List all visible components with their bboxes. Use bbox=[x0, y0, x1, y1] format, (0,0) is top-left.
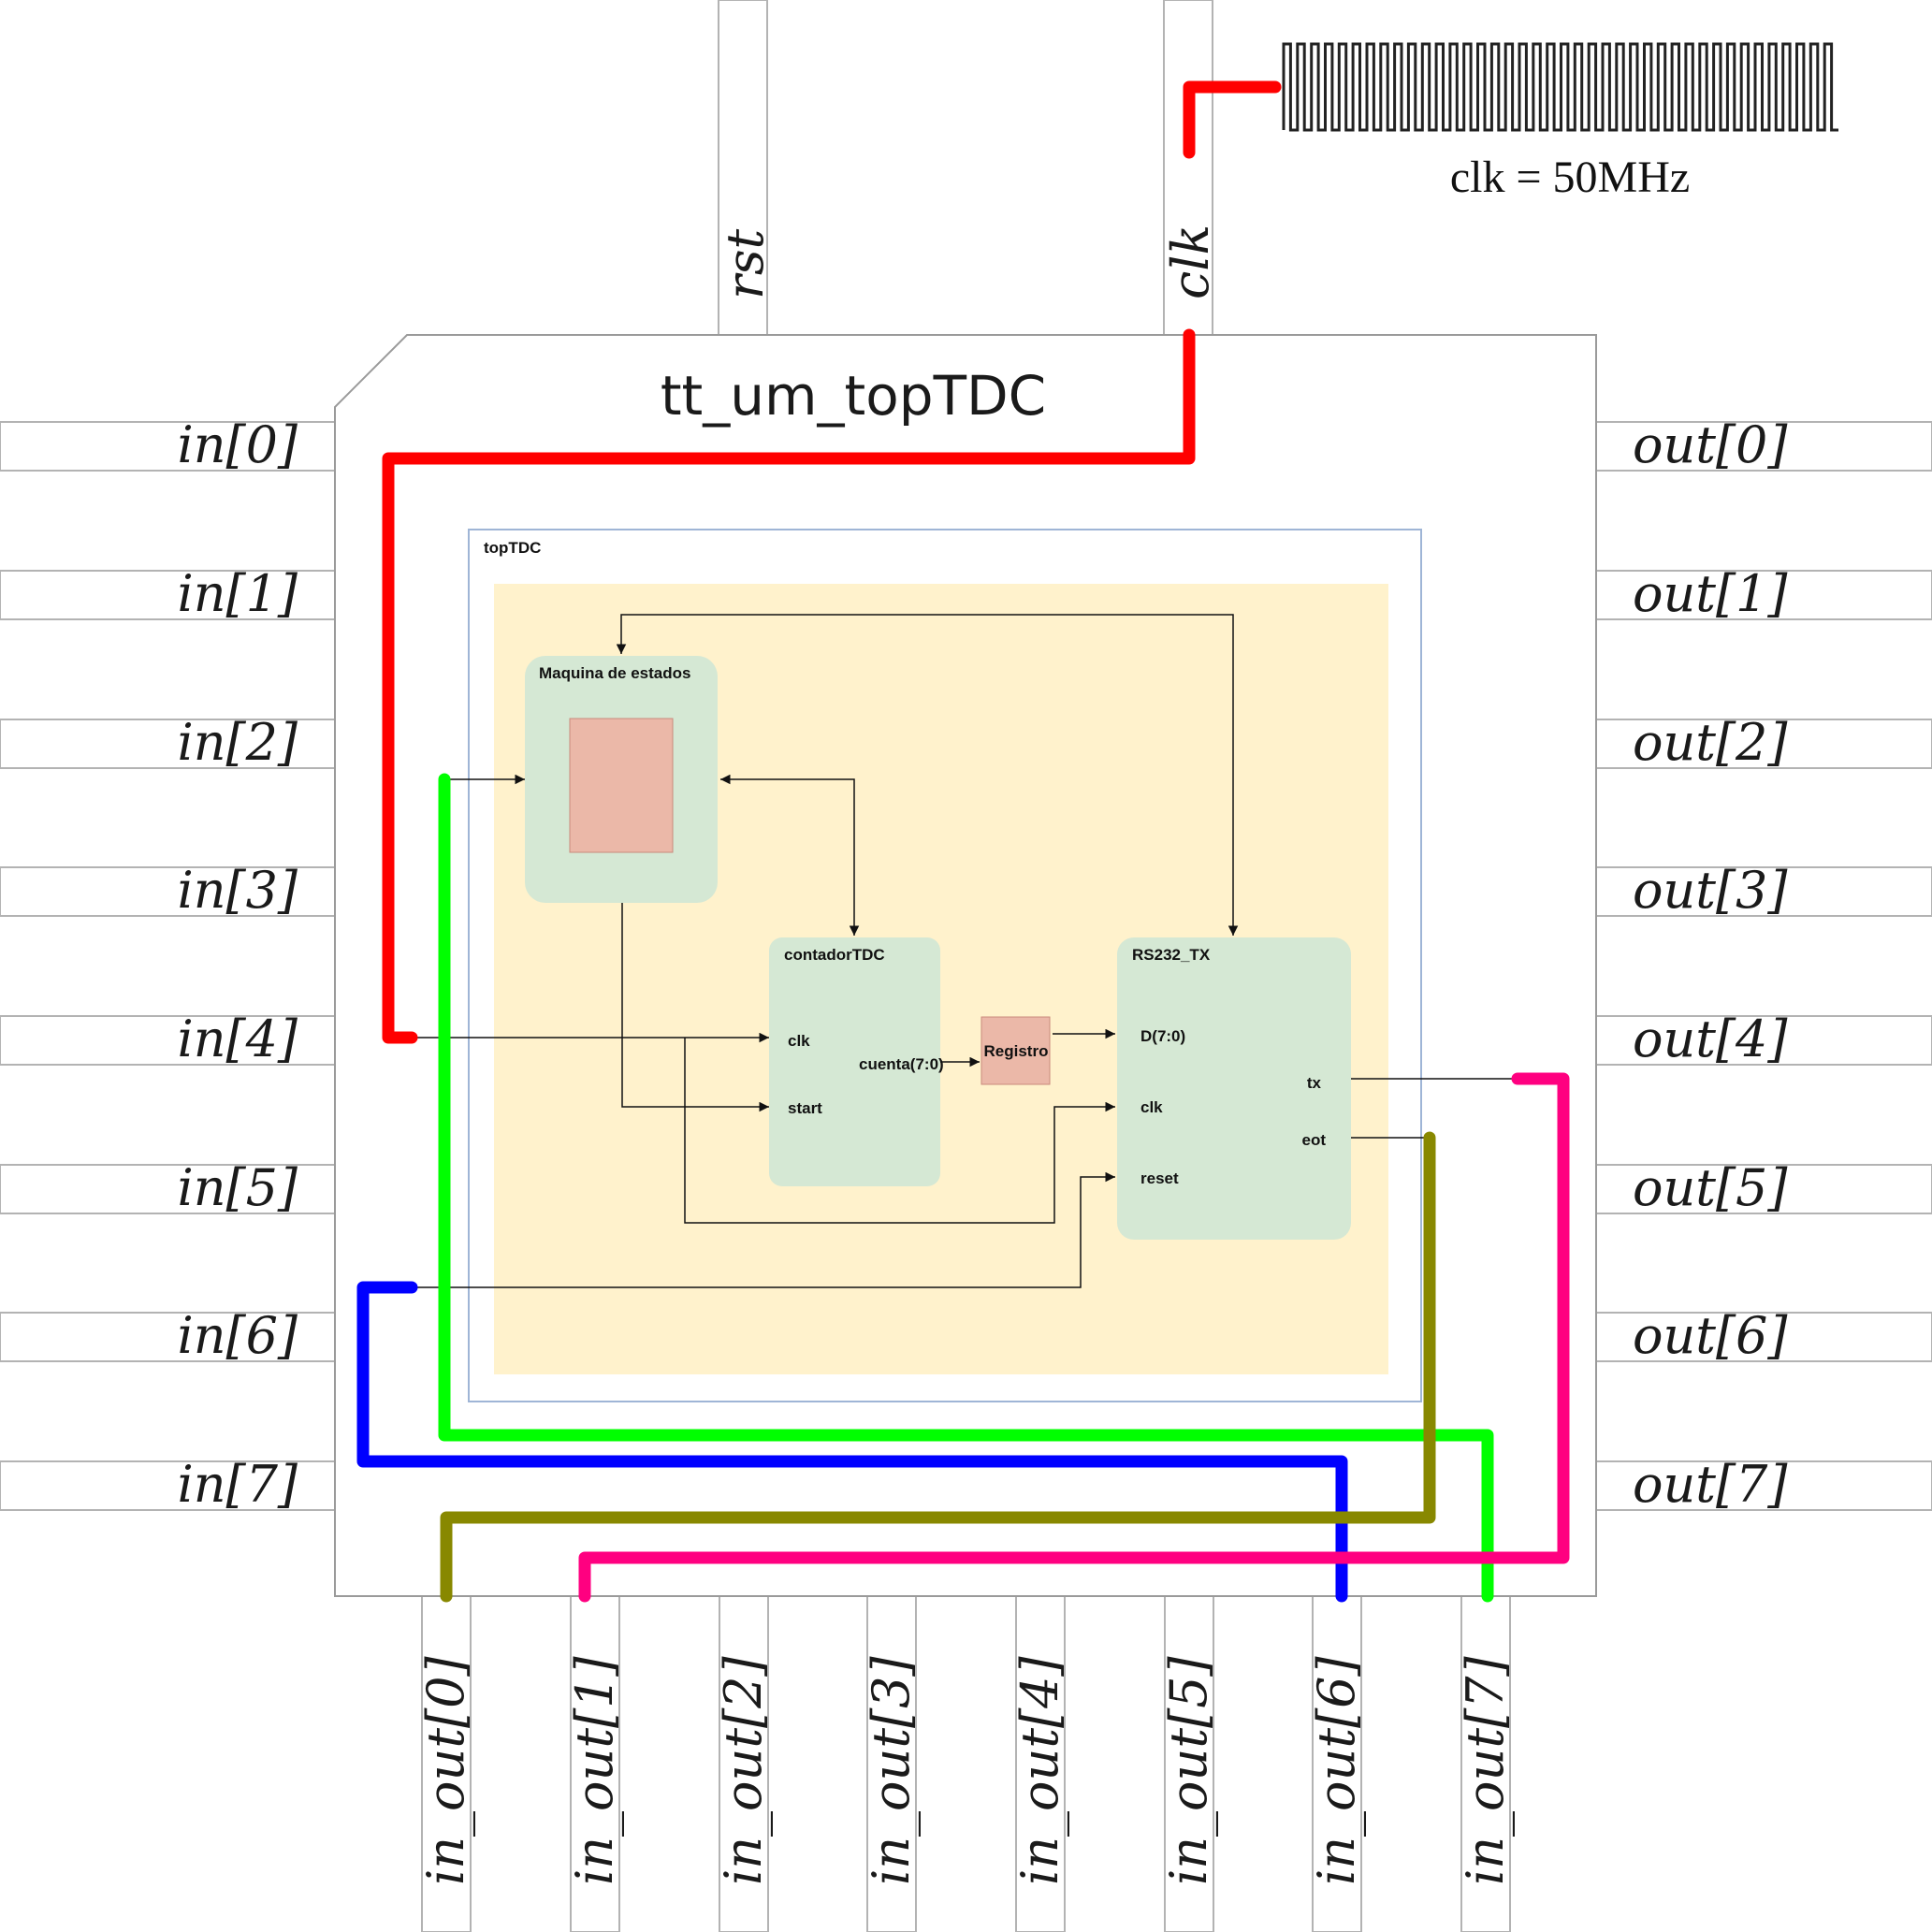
right-pins: out[0] out[1] out[2] out[3] out[4] out[5… bbox=[1595, 415, 1932, 1514]
pin-label-rst: rst bbox=[716, 228, 775, 299]
uart-port-eot: eot bbox=[1302, 1131, 1327, 1149]
pin-label-in-out-2: in_out[2] bbox=[714, 1656, 773, 1885]
pin-label-in-1: in[1] bbox=[177, 564, 298, 623]
counter-block bbox=[769, 937, 940, 1186]
pin-label-in-out-1: in_out[1] bbox=[565, 1656, 624, 1885]
internal-wires bbox=[412, 614, 1518, 1288]
left-pin-2: in[2] bbox=[0, 713, 336, 772]
register-block bbox=[981, 1016, 1051, 1085]
right-pin-4: out[4] bbox=[1595, 1010, 1932, 1068]
pin-label-out-6: out[6] bbox=[1633, 1306, 1788, 1365]
register-label: Registro bbox=[984, 1042, 1049, 1060]
right-pin-2: out[2] bbox=[1595, 713, 1932, 772]
left-pin-1: in[1] bbox=[0, 564, 336, 623]
pin-label-in-4: in[4] bbox=[177, 1010, 298, 1068]
in-out-1-wire bbox=[578, 1072, 1570, 1603]
pin-label-in-3: in[3] bbox=[177, 861, 298, 920]
pin-label-in-7: in[7] bbox=[177, 1455, 298, 1514]
pin-label-out-7: out[7] bbox=[1633, 1455, 1788, 1514]
pin-label-out-4: out[4] bbox=[1633, 1010, 1788, 1068]
pin-label-out-5: out[5] bbox=[1633, 1158, 1788, 1217]
right-pin-6: out[6] bbox=[1595, 1306, 1932, 1365]
in-out-7-wire bbox=[438, 773, 1494, 1603]
left-pin-4: in[4] bbox=[0, 1010, 336, 1068]
wire-fsm-start bbox=[621, 903, 769, 1112]
wire-clk-to-uart bbox=[684, 1038, 1115, 1224]
pin-label-out-3: out[3] bbox=[1633, 861, 1788, 920]
right-pin-0: out[0] bbox=[1595, 415, 1932, 474]
pin-label-in-0: in[0] bbox=[177, 415, 298, 474]
uart-block bbox=[1117, 937, 1351, 1240]
counter-port-start: start bbox=[788, 1099, 822, 1117]
pin-label-in-6: in[6] bbox=[177, 1306, 298, 1365]
in-out-6-wire bbox=[356, 1281, 1348, 1603]
counter-title: contadorTDC bbox=[784, 946, 885, 964]
pin-label-out-1: out[1] bbox=[1633, 564, 1788, 623]
bottom-pin-5: in_out[5] bbox=[1159, 1595, 1218, 1932]
bottom-pin-6: in_out[6] bbox=[1307, 1595, 1366, 1932]
pin-label-in-out-5: in_out[5] bbox=[1159, 1656, 1218, 1885]
top-pin-clk: clk bbox=[1161, 0, 1220, 336]
right-pin-7: out[7] bbox=[1595, 1455, 1932, 1514]
left-pin-3: in[3] bbox=[0, 861, 336, 920]
right-pin-1: out[1] bbox=[1595, 564, 1932, 623]
uart-port-tx: tx bbox=[1307, 1074, 1322, 1092]
clock-frequency-label: clk = 50MHz bbox=[1450, 153, 1690, 202]
uart-port-clk: clk bbox=[1140, 1098, 1163, 1116]
bottom-pin-2: in_out[2] bbox=[714, 1595, 773, 1932]
clk-wire-external bbox=[1183, 80, 1282, 159]
module-name: topTDC bbox=[484, 539, 541, 557]
bottom-pin-1: in_out[1] bbox=[565, 1595, 624, 1932]
pin-label-out-0: out[0] bbox=[1633, 415, 1788, 474]
wire-uart-to-fsm bbox=[616, 614, 1239, 936]
uart-title: RS232_TX bbox=[1132, 946, 1211, 964]
uart-port-reset: reset bbox=[1140, 1169, 1179, 1187]
chip-title: tt_um_topTDC bbox=[661, 364, 1046, 428]
left-pin-6: in[6] bbox=[0, 1306, 336, 1365]
counter-port-clk: clk bbox=[788, 1032, 810, 1050]
left-pin-0: in[0] bbox=[0, 415, 336, 474]
pin-label-clk: clk bbox=[1161, 225, 1220, 299]
clock-waveform bbox=[1282, 42, 1838, 132]
left-pin-7: in[7] bbox=[0, 1455, 336, 1514]
top-pin-rst: rst bbox=[716, 0, 775, 336]
uart-port-d: D(7:0) bbox=[1140, 1027, 1185, 1045]
pin-label-in-out-0: in_out[0] bbox=[416, 1656, 475, 1885]
right-pin-5: out[5] bbox=[1595, 1158, 1932, 1217]
pin-label-out-2: out[2] bbox=[1633, 713, 1788, 772]
left-pin-5: in[5] bbox=[0, 1158, 336, 1217]
pin-label-in-out-4: in_out[4] bbox=[1010, 1656, 1069, 1885]
pin-label-in-out-3: in_out[3] bbox=[862, 1656, 921, 1885]
left-pins: in[0] in[1] in[2] in[3] in[4] in[5] in[6… bbox=[0, 415, 336, 1514]
wire-reset-to-uart bbox=[412, 1171, 1115, 1288]
pin-label-in-out-7: in_out[7] bbox=[1456, 1656, 1515, 1885]
pin-label-in-2: in[2] bbox=[177, 713, 298, 772]
pin-label-in-out-6: in_out[6] bbox=[1307, 1656, 1366, 1885]
clk-wire bbox=[382, 328, 1196, 1044]
bottom-pin-7: in_out[7] bbox=[1456, 1595, 1515, 1932]
bottom-pins: in_out[0] in_out[1] in_out[2] in_out[3] … bbox=[416, 1595, 1515, 1932]
fsm-state-box bbox=[569, 718, 674, 853]
io-wires bbox=[356, 80, 1570, 1603]
bottom-pin-0: in_out[0] bbox=[416, 1595, 475, 1932]
pin-label-in-5: in[5] bbox=[177, 1158, 298, 1217]
in-out-0-wire bbox=[440, 1131, 1436, 1603]
bottom-pin-3: in_out[3] bbox=[862, 1595, 921, 1932]
right-pin-3: out[3] bbox=[1595, 861, 1932, 920]
wire-fsm-to-counter bbox=[720, 774, 860, 936]
bottom-pin-4: in_out[4] bbox=[1010, 1595, 1069, 1932]
counter-port-output: cuenta(7:0) bbox=[859, 1055, 944, 1073]
fsm-title: Maquina de estados bbox=[539, 664, 690, 682]
